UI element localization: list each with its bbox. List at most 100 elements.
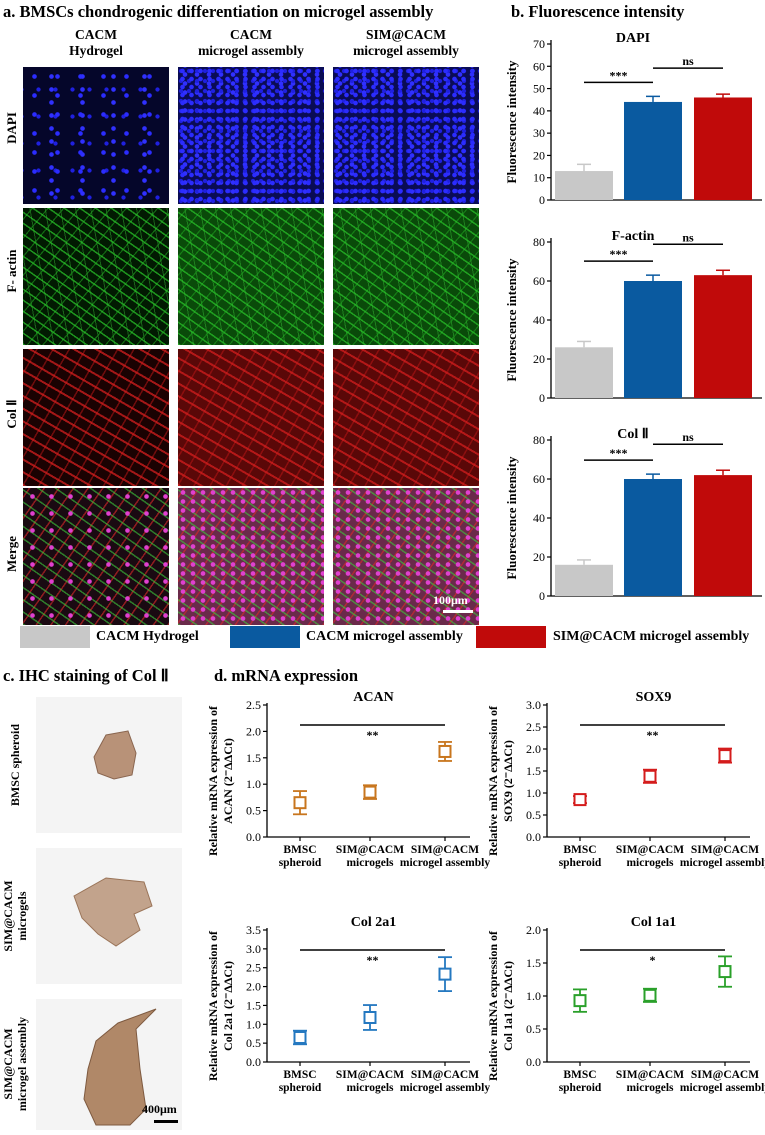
y-tick-label: 20 [533, 148, 545, 162]
y-tick-label: 1.0 [526, 989, 541, 1003]
y-axis-label-2: SOX9 (2⁻ΔΔCt) [501, 740, 515, 822]
y-tick-label: 2.5 [246, 961, 261, 975]
significance-label: ** [367, 728, 379, 742]
significance-label: ** [647, 728, 659, 742]
mrna-chart-2: Col 2a1 0.0 0.5 1.0 1.5 2.0 2.5 3.0 3.5 Relative … [206, 915, 490, 1094]
x-tick-label: microgels [346, 857, 394, 869]
data-point [438, 967, 452, 981]
micrograph-factin-sim [333, 208, 479, 345]
y-axis-label-2: Col 1a1 (2⁻ΔΔCt) [501, 961, 515, 1051]
micrograph-dapi-sim [333, 67, 479, 204]
x-tick-label: SIM@CACM [336, 1069, 404, 1081]
bar-chart-2: Col Ⅱ 0 20 40 60 80 Fluorescence intensity *** n… [504, 427, 762, 603]
y-axis-label: Relative mRNA expression of [486, 930, 500, 1081]
ihc-scale-bar-label: 400μm [142, 1102, 177, 1116]
legend-label-hydrogel: CACM Hydrogel [96, 629, 199, 644]
y-tick-label: 60 [533, 59, 545, 73]
x-tick-label: microgels [346, 1082, 394, 1094]
fluorescence-charts: DAPI 0 10 20 30 40 50 60 70 Fluorescence intensit… [504, 31, 762, 603]
legend-swatch-assembly [230, 626, 300, 648]
x-tick-label: spheroid [279, 857, 322, 869]
panel-a-title: a. BMSCs chondrogenic differentiation on… [3, 2, 434, 21]
x-tick-label: SIM@CACM [691, 1069, 759, 1081]
x-tick-label: microgel assembly [680, 857, 765, 869]
legend-swatch-sim [476, 626, 546, 648]
bar [624, 101, 682, 200]
ihc-image-assembly: 400μm [36, 999, 182, 1130]
y-tick-label: 2.5 [246, 698, 261, 712]
y-tick-label: 0.5 [246, 804, 261, 818]
y-tick-label: 2.0 [246, 980, 261, 994]
data-point [718, 965, 732, 979]
y-tick-label: 1.5 [526, 764, 541, 778]
y-tick-label: 2.0 [526, 742, 541, 756]
ihc-tissue-microgels [73, 877, 153, 947]
data-point [573, 793, 587, 807]
y-tick-label: 40 [533, 511, 545, 525]
chart-title: Col 1a1 [631, 915, 677, 930]
y-tick-label: 1.5 [246, 998, 261, 1012]
y-tick-label: 0.0 [246, 1055, 261, 1069]
ihc-scale-bar [154, 1120, 178, 1123]
y-tick-label: 10 [533, 171, 545, 185]
column-header-hydrogel: CACM Hydrogel [23, 27, 169, 59]
bar [555, 347, 613, 398]
column-header-sim-assembly: SIM@CACM microgel assembly [333, 27, 479, 59]
x-tick-label: SIM@CACM [616, 844, 684, 856]
y-tick-label: 1.0 [246, 1017, 261, 1031]
panel-d-title: d. mRNA expression [214, 666, 359, 685]
mrna-chart-0: ACAN 0.0 0.5 1.0 1.5 2.0 2.5 Relative mRNA expr… [206, 690, 490, 869]
y-axis-label: Relative mRNA expression of [486, 705, 500, 856]
y-tick-label: 40 [533, 313, 545, 327]
y-tick-label: 50 [533, 82, 545, 96]
micrograph-col2-assembly [178, 349, 324, 486]
y-tick-label: 3.5 [246, 923, 261, 937]
column-header-line: CACM [230, 27, 272, 42]
y-tick-label: 30 [533, 126, 545, 140]
y-axis-label-2: Col 2a1 (2⁻ΔΔCt) [221, 961, 235, 1051]
x-tick-label: spheroid [559, 857, 602, 869]
data-point [643, 769, 657, 783]
column-header-line: Hydrogel [69, 43, 123, 58]
bar [694, 97, 752, 200]
legend-label-assembly: CACM microgel assembly [306, 629, 463, 644]
panel-c-title: c. IHC staining of Col Ⅱ [3, 666, 169, 685]
x-tick-label: SIM@CACM [411, 844, 479, 856]
significance-label: * [650, 953, 656, 967]
y-tick-label: 0.0 [526, 830, 541, 844]
significance-label: *** [610, 446, 628, 460]
x-tick-label: microgel assembly [400, 1082, 490, 1094]
y-tick-label: 80 [533, 235, 545, 249]
significance-label: *** [610, 68, 628, 82]
y-axis-label: Fluorescence intensity [504, 258, 519, 381]
y-tick-label: 1.5 [246, 751, 261, 765]
bar-chart-0: DAPI 0 10 20 30 40 50 60 70 Fluorescence intensit… [504, 31, 762, 207]
mrna-chart-3: Col 1a1 0.0 0.5 1.0 1.5 2.0 Relative mRNA expr… [486, 915, 765, 1094]
x-tick-label: microgel assembly [680, 1082, 765, 1094]
ihc-label-assembly: SIM@CACM microgel assembly [1, 1009, 29, 1119]
chart-title: SOX9 [636, 690, 672, 705]
ihc-label-line: microgels [15, 891, 29, 941]
data-point [573, 994, 587, 1008]
significance-label: ns [682, 230, 694, 244]
bar [694, 275, 752, 398]
micrograph-merge-sim: 100μm [333, 488, 479, 625]
panel-b-title: b. Fluorescence intensity [511, 2, 685, 21]
y-axis-label: Relative mRNA expression of [206, 930, 220, 1081]
y-tick-label: 20 [533, 352, 545, 366]
significance-label: *** [610, 247, 628, 261]
ihc-label-microgels: SIM@CACM microgels [1, 861, 29, 971]
y-tick-label: 0.5 [526, 1022, 541, 1036]
significance-label: ** [367, 953, 379, 967]
row-label-col2: Col Ⅱ [4, 399, 19, 429]
micrograph-factin-hydrogel [23, 208, 169, 345]
micrograph-factin-assembly [178, 208, 324, 345]
y-tick-label: 40 [533, 104, 545, 118]
chart-title: F-actin [612, 229, 655, 244]
x-tick-label: SIM@CACM [691, 844, 759, 856]
x-tick-label: spheroid [279, 1082, 322, 1094]
data-point [438, 744, 452, 758]
micrograph-col2-hydrogel [23, 349, 169, 486]
data-point [293, 1030, 307, 1044]
x-tick-label: SIM@CACM [616, 1069, 684, 1081]
